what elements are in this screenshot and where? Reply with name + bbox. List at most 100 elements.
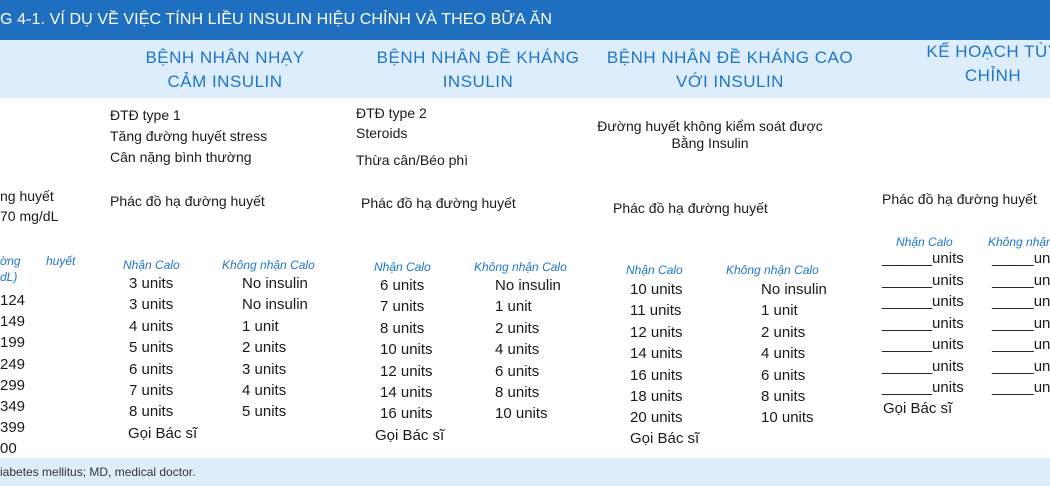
list-item: 4 units xyxy=(761,345,806,363)
list-item: 12 units xyxy=(630,323,683,341)
list-item: ______units xyxy=(882,379,964,396)
sensitive-criterion: Cân nặng bình thường xyxy=(110,149,252,165)
list-item: 2 units xyxy=(761,323,806,341)
target-label-line2: 70 mg/dL xyxy=(0,208,59,224)
very-resistant-regimen: Phác đồ hạ đường huyết xyxy=(613,200,768,216)
range-header-1b: huyết xyxy=(46,254,76,268)
list-item: 249 xyxy=(0,355,26,373)
resistant-regimen: Phác đồ hạ đường huyết xyxy=(361,195,516,211)
header-resistant-line1: BỆNH NHÂN ĐỀ KHÁNG xyxy=(376,48,580,67)
header-custom-line1: KẾ HOẠCH TÙY xyxy=(926,42,1050,61)
list-item: 4 units xyxy=(495,341,540,359)
header-very-resistant-line2: VỚI INSULIN xyxy=(676,72,784,91)
very-resistant-col-calo: Nhận Calo xyxy=(626,263,683,277)
list-item: 8 units xyxy=(495,384,540,401)
sensitive-criterion: ĐTĐ type 1 xyxy=(110,107,181,123)
footnote-band xyxy=(0,458,1050,486)
list-item: _____un xyxy=(992,357,1050,375)
list-item: No insulin xyxy=(242,275,308,292)
list-item: ______units xyxy=(882,293,964,310)
list-item: _____un xyxy=(992,336,1050,353)
sensitive-col-no-calo: Không nhận Calo xyxy=(222,258,315,272)
list-item: 4 units xyxy=(242,382,287,399)
list-item: 7 units xyxy=(380,298,425,316)
list-item: 1 unit xyxy=(242,317,279,335)
resistant-col-no-calo: Không nhận Calo xyxy=(474,260,567,274)
list-item: 6 units xyxy=(380,277,425,294)
very-resistant-criterion: Bằng Insulin xyxy=(671,135,749,151)
header-sensitive: BỆNH NHÂN NHẠY CẢM INSULIN xyxy=(120,46,330,94)
custom-call-doctor: Gọi Bác sĩ xyxy=(883,400,953,417)
list-item: 124 xyxy=(0,292,26,309)
list-item: 149 xyxy=(0,313,26,331)
list-item: 16 units xyxy=(380,405,433,423)
list-item: 199 xyxy=(0,334,26,352)
sensitive-regimen: Phác đồ hạ đường huyết xyxy=(110,193,265,209)
resistant-criterion: Steroids xyxy=(356,125,408,141)
header-resistant: BỆNH NHÂN ĐỀ KHÁNG INSULIN xyxy=(368,46,588,94)
very-resistant-col-no-calo: Không nhận Calo xyxy=(726,263,819,277)
list-item: 11 units xyxy=(630,302,682,320)
list-item: 8 units xyxy=(129,403,174,421)
list-item: 3 units xyxy=(242,360,287,378)
header-custom-line2: CHỈNH xyxy=(964,66,1022,85)
list-item: 20 units xyxy=(630,409,683,427)
list-item: _____un xyxy=(992,250,1050,267)
list-item: 14 units xyxy=(380,384,433,401)
sensitive-col-calo: Nhận Calo xyxy=(123,258,180,272)
list-item: 5 units xyxy=(242,403,287,421)
header-sensitive-line1: BỆNH NHÂN NHẠY xyxy=(145,48,305,67)
list-item: 10 units xyxy=(630,281,683,298)
list-item: 6 units xyxy=(761,366,806,384)
sensitive-criteria: ĐTĐ type 1 Tăng đường huyết stress Cân n… xyxy=(110,105,267,168)
list-item: 16 units xyxy=(630,366,683,384)
list-item: No insulin xyxy=(242,296,308,314)
resistant-criteria: ĐTĐ type 2 Steroids Thừa cân/Béo phì xyxy=(356,105,468,168)
list-item: _____un xyxy=(992,314,1050,332)
list-item: No insulin xyxy=(495,277,561,294)
list-item: 5 units xyxy=(129,339,174,357)
range-header-1: ờng xyxy=(0,254,21,268)
list-item: 8 units xyxy=(761,388,806,405)
list-item: ______units xyxy=(882,271,964,289)
list-item: ______units xyxy=(882,336,964,353)
sensitive-criterion: Tăng đường huyết stress xyxy=(110,128,268,144)
list-item: 14 units xyxy=(630,345,683,363)
list-item: 8 units xyxy=(380,319,425,337)
list-item: No insulin xyxy=(761,281,827,298)
column-header-band xyxy=(0,40,1050,98)
very-resistant-criterion: Đường huyết không kiểm soát được xyxy=(597,118,823,134)
range-header-2: dL) xyxy=(0,270,18,284)
list-item: 299 xyxy=(0,376,26,394)
list-item: 10 units xyxy=(380,341,433,359)
header-custom: KẾ HOẠCH TÙY CHỈNH xyxy=(918,40,1050,88)
list-item: ______units xyxy=(882,357,964,375)
list-item: ______units xyxy=(882,314,964,332)
header-very-resistant-line1: BỆNH NHÂN ĐỀ KHÁNG CAO xyxy=(606,48,854,67)
footnote: iabetes mellitus; MD, medical doctor. xyxy=(0,465,196,479)
list-item: 00 xyxy=(0,440,17,458)
list-item: 6 units xyxy=(495,362,540,380)
custom-col-no-calo: Không nhận xyxy=(988,235,1050,249)
list-item: 2 units xyxy=(242,339,287,357)
header-sensitive-line2: CẢM INSULIN xyxy=(167,72,283,91)
custom-regimen: Phác đồ hạ đường huyết xyxy=(882,191,1037,207)
resistant-col-calo: Nhận Calo xyxy=(374,260,431,274)
table-title: G 4-1. VÍ DỤ VỀ VIỆC TÍNH LIỀU INSULIN H… xyxy=(0,11,553,28)
list-item: 349 xyxy=(0,398,26,415)
list-item: 6 units xyxy=(129,360,174,378)
list-item: 18 units xyxy=(630,388,683,405)
list-item: 12 units xyxy=(380,362,433,380)
header-resistant-line2: INSULIN xyxy=(442,72,514,91)
list-item: 1 unit xyxy=(761,302,798,320)
list-item: 3 units xyxy=(129,275,174,292)
resistant-criterion: Thừa cân/Béo phì xyxy=(356,152,469,168)
very-resistant-call-doctor: Gọi Bác sĩ xyxy=(630,430,700,447)
list-item: 10 units xyxy=(495,405,548,423)
resistant-call-doctor: Gọi Bác sĩ xyxy=(375,427,445,444)
target-label-line1: ng huyết xyxy=(0,188,54,204)
table-title-bar xyxy=(0,0,1050,40)
list-item: _____un xyxy=(992,271,1050,289)
list-item: 399 xyxy=(0,419,26,437)
very-resistant-criteria: Đường huyết không kiểm soát được Bằng In… xyxy=(585,118,835,152)
